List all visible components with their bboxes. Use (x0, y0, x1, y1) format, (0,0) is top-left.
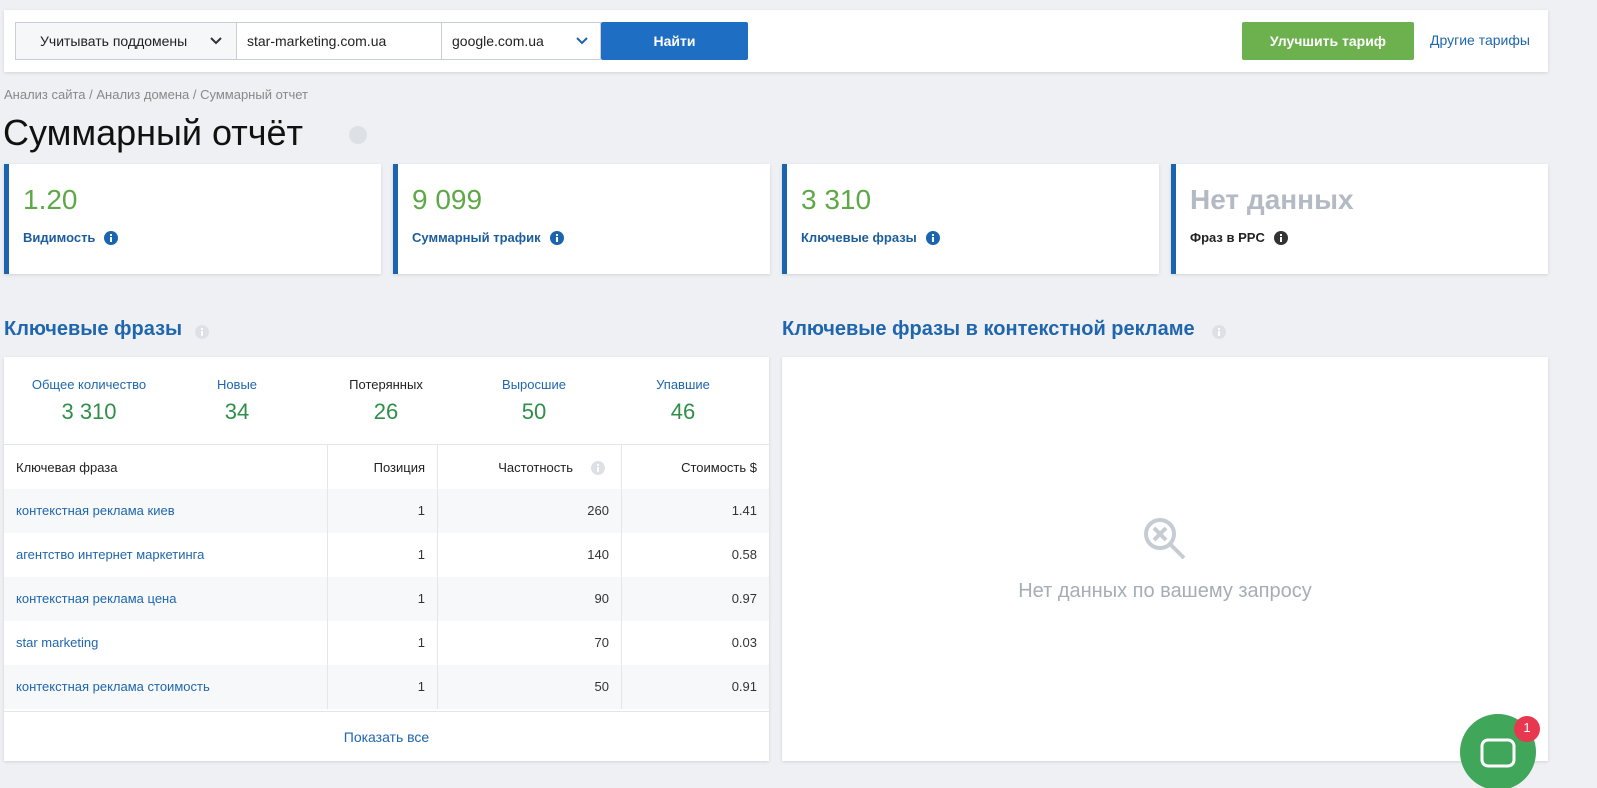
show-all-link[interactable]: Показать все (343, 729, 430, 745)
keyword-link[interactable]: контекстная реклама цена (4, 577, 328, 621)
metric-value: 1.20 (23, 184, 78, 215)
metric-value: 9 099 (412, 184, 483, 215)
info-icon[interactable] (925, 230, 941, 246)
metric-card: 1.20 Видимость (4, 164, 381, 274)
ppc-panel (782, 357, 1548, 761)
stat-label: Новые (216, 377, 258, 392)
section-title: Ключевые фразы в контекстной рекламе (782, 318, 1195, 340)
metric-label: Фраз в PPC (1190, 230, 1265, 245)
stat-value: 50 (521, 399, 547, 424)
info-icon[interactable] (103, 230, 119, 246)
column-header[interactable]: Позиция (328, 445, 438, 490)
info-icon[interactable] (1211, 324, 1227, 340)
info-icon[interactable] (348, 125, 368, 145)
keyword-link[interactable]: star marketing (4, 621, 328, 665)
chat-badge: 1 (1523, 720, 1531, 735)
engine-select[interactable]: google.com.ua (441, 22, 601, 60)
table-cell: 0.03 (731, 635, 757, 650)
page-title: Суммарный отчёт (3, 112, 303, 153)
table-cell: 1 (328, 489, 438, 533)
chevron-icon (210, 37, 222, 45)
metric-value: Нет данных (1190, 184, 1354, 215)
table-cell: 1 (328, 533, 438, 577)
subdomain-select[interactable]: Учитывать поддомены (15, 22, 237, 60)
metric-label: Суммарный трафик (412, 230, 541, 245)
info-icon[interactable] (549, 230, 565, 246)
table-cell: 1 (328, 577, 438, 621)
empty-message: Нет данных по вашему запросу (1018, 580, 1312, 602)
table-row (4, 621, 769, 665)
column-header[interactable]: Ключевая фраза (4, 445, 328, 490)
chevron-icon (576, 37, 588, 45)
divider (4, 444, 769, 445)
metric-label: Ключевые фразы (801, 230, 917, 245)
divider (4, 711, 769, 712)
stat-value: 46 (670, 399, 696, 424)
no-data-icon (1144, 518, 1186, 560)
stat-label: Упавшие (656, 377, 710, 392)
metric-label: Видимость (23, 230, 96, 245)
stat-value: 26 (373, 399, 399, 424)
column-header[interactable]: Стоимость $ (622, 445, 769, 490)
info-icon[interactable] (590, 460, 606, 476)
metric-card: 3 310 Ключевые фразы (782, 164, 1159, 274)
info-icon[interactable] (1273, 230, 1289, 246)
keyword-link[interactable]: контекстная реклама киев (4, 489, 328, 533)
stat-label: Общее количество (31, 377, 147, 392)
info-icon[interactable] (194, 324, 210, 340)
table-cell: 70 (438, 621, 622, 665)
stat-value: 3 310 (61, 399, 117, 424)
table-cell: 0.91 (731, 679, 757, 694)
upgrade-button[interactable]: Улучшить тариф (1242, 22, 1414, 60)
table-row (4, 665, 769, 709)
table-row (4, 533, 769, 577)
table-row (4, 577, 769, 621)
search-button[interactable]: Найти (601, 22, 748, 60)
table-cell: 0.97 (731, 591, 757, 606)
breadcrumb[interactable]: Анализ сайта / Анализ домена / Суммарный… (4, 87, 308, 102)
stat-label: Выросшие (502, 377, 566, 392)
table-cell: 1 (328, 621, 438, 665)
keyword-link[interactable]: контекстная реклама стоимость (4, 665, 328, 709)
metric-value: 3 310 (801, 184, 872, 215)
stat-value: 34 (224, 399, 250, 424)
metric-card: Нет данных Фраз в PPC (1171, 164, 1548, 274)
section-title: Ключевые фразы (4, 318, 183, 340)
chat-widget[interactable] (1460, 712, 1570, 788)
table-cell: 1 (328, 665, 438, 709)
stat-label: Потерянных (349, 377, 423, 392)
keyword-link[interactable]: агентство интернет маркетинга (4, 533, 328, 577)
table-cell: 260 (438, 489, 622, 533)
table-cell: 90 (438, 577, 622, 621)
table-cell: 50 (438, 665, 622, 709)
table-row (4, 489, 769, 533)
metric-card: 9 099 Суммарный трафик (393, 164, 770, 274)
other-plans-link[interactable]: Другие тарифы (1430, 32, 1530, 48)
table-cell: 1.41 (731, 503, 757, 518)
domain-input[interactable]: star-marketing.com.ua (236, 22, 442, 60)
table-cell: 0.58 (731, 547, 757, 562)
table-cell: 140 (438, 533, 622, 577)
